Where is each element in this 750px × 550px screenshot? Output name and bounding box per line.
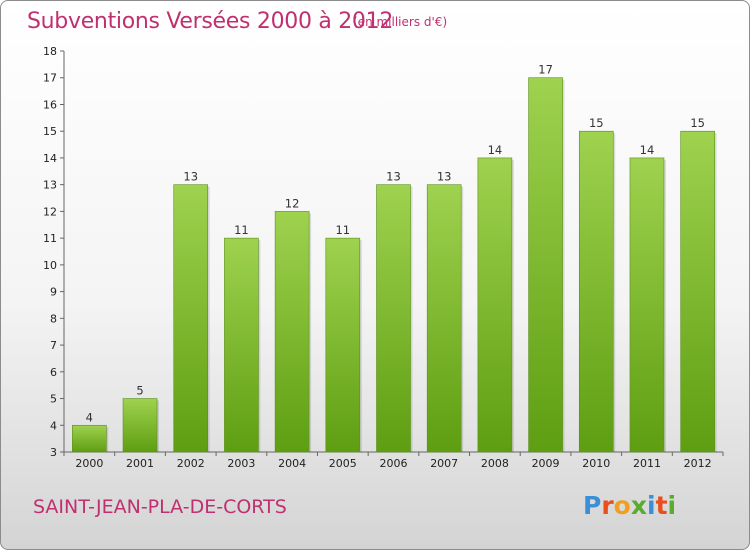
y-tick-label: 7 bbox=[50, 339, 57, 352]
y-tick-label: 15 bbox=[43, 125, 57, 138]
logo-letter: o bbox=[613, 491, 631, 520]
bar-2008 bbox=[477, 157, 513, 453]
x-tick-label: 2003 bbox=[227, 457, 255, 470]
y-tick-label: 16 bbox=[43, 98, 57, 111]
chart-title: Subventions Versées 2000 à 2012 bbox=[27, 9, 394, 34]
value-label-2009: 17 bbox=[538, 63, 553, 77]
x-tick-label: 2004 bbox=[278, 457, 306, 470]
y-tick-label: 9 bbox=[50, 286, 57, 299]
x-tick-label: 2009 bbox=[532, 457, 560, 470]
bar-2007 bbox=[426, 184, 462, 453]
y-tick-label: 5 bbox=[50, 393, 57, 406]
value-label-2007: 13 bbox=[437, 170, 452, 184]
value-label-2003: 11 bbox=[234, 223, 249, 237]
x-axis: 2000 2001 2002 2003 2004 2005 2006 2007 2008 2009… bbox=[63, 451, 724, 470]
y-axis: 3 4 5 6 7 8 9 10 11 12 13 14 15 16 17 18 bbox=[43, 45, 65, 459]
y-tick-label: 3 bbox=[50, 446, 57, 459]
logo-letter: t bbox=[655, 491, 668, 520]
y-tick-label: 13 bbox=[43, 179, 57, 192]
y-tick-label: 12 bbox=[43, 205, 57, 218]
value-label-2006: 13 bbox=[386, 170, 401, 184]
bar-2005 bbox=[325, 237, 361, 453]
x-tick-label: 2000 bbox=[75, 457, 103, 470]
proxiti-logo[interactable]: Proxiti bbox=[583, 491, 676, 520]
y-tick-label: 14 bbox=[43, 152, 57, 165]
y-tick-label: 11 bbox=[43, 232, 57, 245]
value-label-2004: 12 bbox=[285, 196, 300, 210]
x-tick-label: 2006 bbox=[380, 457, 408, 470]
bar-2006 bbox=[376, 184, 411, 453]
x-tick-label: 2012 bbox=[684, 457, 712, 470]
logo-letter: i bbox=[667, 491, 677, 520]
y-tick-label: 18 bbox=[43, 45, 57, 58]
bar-2002 bbox=[173, 184, 209, 453]
value-label-2000: 4 bbox=[86, 410, 93, 424]
bar-2001 bbox=[122, 398, 158, 453]
x-tick-label: 2005 bbox=[329, 457, 357, 470]
y-tick-label: 6 bbox=[50, 366, 57, 379]
x-tick-label: 2008 bbox=[481, 457, 509, 470]
bars-group bbox=[72, 77, 717, 453]
value-label-2012: 15 bbox=[690, 116, 705, 130]
logo-letter: r bbox=[601, 491, 614, 520]
y-tick-label: 10 bbox=[43, 259, 57, 272]
value-label-2001: 5 bbox=[136, 384, 143, 398]
chart-unit-label: (en milliers d'€) bbox=[353, 15, 448, 29]
value-labels-group: 4 5 13 11 12 11 13 13 14 17 15 14 15 bbox=[86, 63, 705, 425]
x-tick-label: 2010 bbox=[582, 457, 610, 470]
logo-letter: i bbox=[647, 491, 656, 520]
y-tick-label: 4 bbox=[50, 419, 57, 432]
value-label-2008: 14 bbox=[488, 143, 503, 157]
bar-2011 bbox=[629, 157, 665, 453]
value-label-2002: 13 bbox=[183, 170, 198, 184]
x-tick-label: 2011 bbox=[633, 457, 661, 470]
bar-2009 bbox=[528, 77, 563, 453]
value-label-2005: 11 bbox=[335, 223, 350, 237]
bar-2010 bbox=[578, 130, 614, 453]
bar-2004 bbox=[274, 211, 310, 453]
logo-letter: P bbox=[583, 491, 602, 520]
x-tick-label: 2002 bbox=[177, 457, 205, 470]
logo-letter: x bbox=[630, 491, 647, 520]
commune-name: SAINT-JEAN-PLA-DE-CORTS bbox=[33, 496, 287, 518]
y-tick-label: 17 bbox=[43, 72, 57, 85]
bar-2000 bbox=[72, 424, 107, 453]
value-label-2011: 14 bbox=[640, 143, 655, 157]
bar-2012 bbox=[680, 130, 715, 453]
y-tick-label: 8 bbox=[50, 312, 57, 325]
bar-2003 bbox=[224, 237, 259, 453]
value-label-2010: 15 bbox=[589, 116, 604, 130]
x-tick-label: 2001 bbox=[126, 457, 154, 470]
x-tick-label: 2007 bbox=[430, 457, 458, 470]
